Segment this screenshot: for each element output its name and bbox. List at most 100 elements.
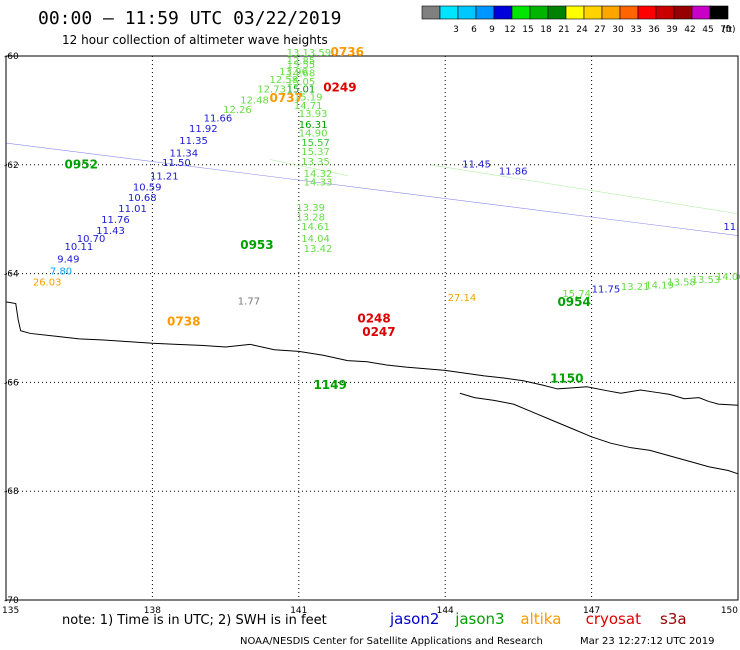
satellite-tracks <box>5 142 739 236</box>
color-scale-swatch <box>457 5 477 20</box>
wave-height-value: 13.93 <box>299 109 328 120</box>
wave-height-value: 26.03 <box>33 278 62 289</box>
longitude-label: 144 <box>437 606 454 616</box>
wave-height-value: 14.06 <box>716 272 740 283</box>
wave-height-value: 1.77 <box>238 297 260 308</box>
wave-height-value: 14.61 <box>301 222 330 233</box>
wave-height-value: 14.33 <box>304 177 333 188</box>
map-title: 00:00 – 11:59 UTC 03/22/2019 <box>38 8 341 29</box>
grid-lines <box>6 56 738 600</box>
color-scale-label: 30 <box>612 25 624 35</box>
color-scale-label: 39 <box>666 25 678 35</box>
satellite-legend-item: cryosat <box>586 610 641 628</box>
pass-time-label: 0249 <box>323 80 356 94</box>
wave-height-value: 13.35 <box>301 157 330 168</box>
wave-height-value: 13.13.59 <box>287 48 332 59</box>
observation-labels: 13.13.5912.8513.5513.9614.6812.5815.0512… <box>33 48 740 308</box>
wave-height-value: 14.19 <box>645 280 674 291</box>
color-scale-label: 27 <box>594 25 605 35</box>
wave-height-value: 12.73 <box>257 84 286 95</box>
color-scale-swatch <box>565 5 585 20</box>
latitude-label: -60 <box>4 52 19 62</box>
color-scale-label: 45 <box>702 25 713 35</box>
color-scale-label: 3 <box>453 25 459 35</box>
color-scale-label: 21 <box>558 25 569 35</box>
color-scale-swatch <box>511 5 531 20</box>
color-scale-swatch <box>529 5 549 20</box>
wave-height-value: 14.71 <box>294 101 323 112</box>
wave-height-value: 10.68 <box>128 193 157 204</box>
wave-height-value: 11.21 <box>150 171 179 182</box>
wave-height-value: 15.05 <box>287 77 316 88</box>
color-scale-label: 12 <box>504 25 515 35</box>
wave-height-value: 11.92 <box>189 124 218 135</box>
longitude-label: 135 <box>2 606 19 616</box>
color-scale-label: 70 <box>720 25 732 35</box>
wave-height-value: 15.19 <box>294 93 323 104</box>
wave-height-value: 11.43 <box>96 226 125 237</box>
color-scale-unit: (ft) <box>722 25 736 35</box>
wave-height-value: 27.14 <box>448 293 477 304</box>
color-scale-swatch <box>709 5 729 20</box>
color-scale-swatch <box>583 5 603 20</box>
footer-timestamp: Mar 23 12:27:12 UTC 2019 <box>580 636 715 647</box>
color-scale-swatch <box>421 5 441 20</box>
color-scale-label: 36 <box>648 25 660 35</box>
satellite-track <box>5 142 739 236</box>
latitude-label: -70 <box>4 596 19 606</box>
wave-height-value: 13.55 <box>287 60 316 71</box>
wave-height-value: 11.86 <box>499 167 528 178</box>
color-scale-swatch <box>493 5 513 20</box>
color-scale-label: 18 <box>540 25 552 35</box>
pass-time-label: 0954 <box>557 295 590 309</box>
color-scale-swatch <box>547 5 567 20</box>
color-scale-swatch <box>637 5 657 20</box>
wave-height-value: 11.75 <box>592 285 621 296</box>
pass-time-label: 0736 <box>331 45 364 59</box>
color-scale-swatch <box>475 5 495 20</box>
wave-height-value: 7.80 <box>50 267 72 278</box>
color-scale-label: 42 <box>684 25 695 35</box>
pass-time-label: 0952 <box>65 158 98 172</box>
pass-time-label: 0248 <box>357 312 390 326</box>
wave-height-value: 10.59 <box>133 182 162 193</box>
color-scale-label: 9 <box>489 25 495 35</box>
wave-height-value: 11.45 <box>462 160 491 171</box>
longitude-label: 147 <box>583 606 600 616</box>
wave-height-value: 14.04 <box>301 234 330 245</box>
wave-height-value: 13.42 <box>304 244 333 255</box>
satellite-legend: jason2 jason3 altika cryosat s3a <box>389 610 687 628</box>
wave-height-value: 11.34 <box>169 149 198 160</box>
wave-height-value: 10.11 <box>65 242 94 253</box>
satellite-legend-item: jason3 <box>454 610 504 628</box>
wave-height-value: 16.31 <box>299 120 328 131</box>
pass-time-label: 0737 <box>270 91 303 105</box>
satellite-legend-item: altika <box>520 610 561 628</box>
footer-credit: NOAA/NESDIS Center for Satellite Applica… <box>240 636 543 647</box>
color-scale-label: 33 <box>630 25 641 35</box>
color-scale-swatch <box>619 5 639 20</box>
color-scale-label: 15 <box>522 25 533 35</box>
satellite-legend-item: jason2 <box>389 610 439 628</box>
wave-height-value: 15.57 <box>301 138 330 149</box>
longitude-label: 138 <box>144 606 161 616</box>
wave-height-value: 12.26 <box>223 105 252 116</box>
latitude-label: -64 <box>4 270 19 280</box>
pass-time-label: 0247 <box>362 325 395 339</box>
wave-height-value: 11.35 <box>179 136 208 147</box>
wave-height-value: 10.70 <box>77 234 106 245</box>
plot-frame <box>5 55 739 601</box>
latitude-label: -62 <box>4 161 19 171</box>
color-scale-label: 6 <box>471 25 477 35</box>
latitude-label: -66 <box>4 378 19 388</box>
pass-time-label: 0953 <box>240 238 273 252</box>
satellite-legend-item: s3a <box>660 610 687 628</box>
wave-height-value: 11.76 <box>101 215 130 226</box>
wave-height-value: 9.49 <box>57 255 79 266</box>
satellite-track <box>430 164 739 215</box>
wave-height-value: 13.28 <box>296 212 325 223</box>
color-scale-swatch <box>673 5 693 20</box>
